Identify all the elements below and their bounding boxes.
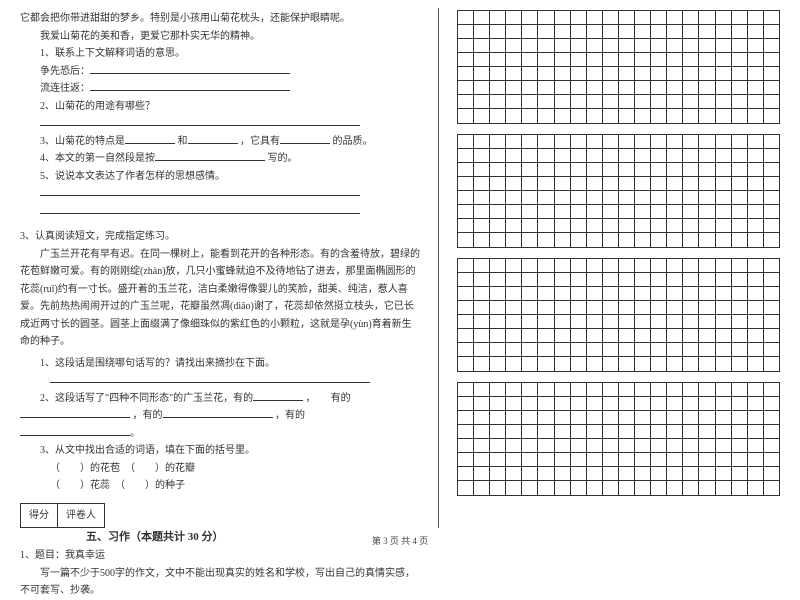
text: 4、本文的第一自然段是按 (40, 153, 155, 164)
writing-grid[interactable] (457, 134, 780, 248)
blank-line[interactable] (90, 73, 290, 74)
text: 2、这段话写了"四种不同形态"的广玉兰花，有的 (40, 393, 253, 404)
blank[interactable] (125, 143, 175, 144)
blank[interactable] (280, 143, 330, 144)
text: 3、山菊花的特点是 (40, 136, 125, 147)
para: 它都会把你带进甜甜的梦乡。特别是小孩用山菊花枕头，还能保护眼睛呢。 (20, 10, 420, 28)
writing-grid-column (457, 8, 780, 528)
label: 争先恐后： (40, 66, 90, 77)
essay-req: 写一篇不少于500字的作文，文中不能出现真实的姓名和学校，写出自己的真情实感，不… (20, 565, 420, 600)
text: 写的。 (268, 153, 298, 164)
text: 和 (178, 136, 188, 147)
passage: 广玉兰开花有早有迟。在同一棵树上，能看到花开的各种形态。有的含羞待放，碧绿的花苞… (20, 246, 420, 351)
s3q3: 3、从文中找出合适的词语，填在下面的括号里。 (20, 442, 420, 460)
text: ，有的 (275, 410, 305, 421)
blank-line[interactable] (40, 125, 360, 126)
label: 流连往返： (40, 83, 90, 94)
q5: 5、说说本文表达了作者怎样的思想感情。 (20, 168, 420, 186)
essay-title: 1、题目：我真幸运 (20, 547, 420, 565)
writing-grid[interactable] (457, 382, 780, 496)
score-table: 得分 评卷人 (20, 503, 105, 529)
text: 的品质。 (333, 136, 373, 147)
grader-cell: 评卷人 (58, 504, 104, 528)
q2: 2、山菊花的用途有哪些？ (20, 98, 420, 116)
blank[interactable] (155, 160, 265, 161)
text: ， 有的 (306, 393, 351, 404)
score-cell: 得分 (21, 504, 58, 528)
s3q3b: （ ）花蕊 （ ）的种子 (20, 477, 420, 495)
blank-line[interactable] (90, 90, 290, 91)
left-column: 它都会把你带进甜甜的梦乡。特别是小孩用山菊花枕头，还能保护眼睛呢。 我爱山菊花的… (20, 8, 420, 528)
writing-grid[interactable] (457, 258, 780, 372)
blank[interactable] (163, 417, 273, 418)
para: 我爱山菊花的美和香，更爱它那朴实无华的精神。 (20, 28, 420, 46)
column-divider (438, 8, 439, 528)
text: 。 (130, 428, 140, 439)
writing-grid[interactable] (457, 10, 780, 124)
s3q3a: （ ）的花苞 （ ）的花瓣 (20, 460, 420, 478)
section3-title: 3、认真阅读短文，完成指定练习。 (20, 228, 420, 246)
s3q1: 1、这段话是围绕哪句话写的？请找出来摘抄在下面。 (20, 355, 420, 373)
section5-title: 五、习作（本题共计 30 分） (20, 528, 420, 547)
blank-line[interactable] (50, 382, 370, 383)
blank-line[interactable] (40, 213, 360, 214)
blank-line[interactable] (40, 195, 360, 196)
blank[interactable] (20, 417, 130, 418)
text: ，有的 (133, 410, 163, 421)
q1: 1、联系上下文解释词语的意思。 (20, 45, 420, 63)
blank[interactable] (253, 400, 303, 401)
text: ，它具有 (240, 136, 280, 147)
blank[interactable] (20, 435, 130, 436)
blank[interactable] (188, 143, 238, 144)
